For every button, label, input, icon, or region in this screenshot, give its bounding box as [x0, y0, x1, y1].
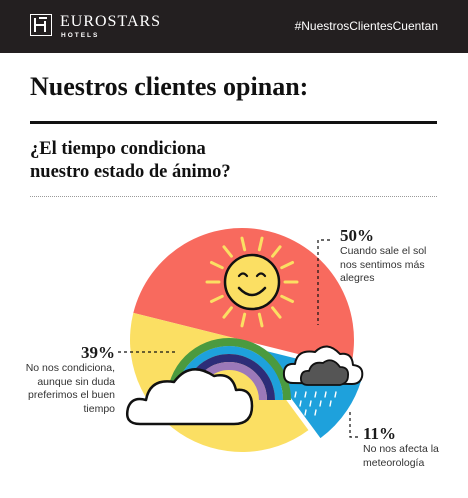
slice-label-50: 50% Cuando sale el sol nos sentimos más … — [340, 227, 450, 286]
question-line-2: nuestro estado de ánimo? — [30, 162, 231, 182]
page-title: Nuestros clientes opinan: — [30, 72, 309, 101]
question-divider — [30, 196, 437, 197]
leader-line-11 — [349, 412, 358, 438]
slice-label-11: 11% No nos afecta la meteorología — [363, 425, 453, 470]
eurostars-logo-icon — [30, 14, 52, 36]
title-divider — [30, 121, 437, 124]
slice-percent-39: 39% — [81, 343, 115, 362]
slice-text-50-line-2: nos sentimos más — [340, 258, 425, 271]
slice-text-50-line-3: alegres — [340, 272, 375, 284]
sun-icon — [205, 236, 299, 328]
slice-text-39-line-1: No nos condiciona, — [25, 362, 115, 374]
slice-text-50-line-1: Cuando sale el sol — [340, 245, 427, 257]
question-title: ¿El tiempo condiciona nuestro estado de … — [30, 138, 330, 184]
slice-text-39-line-2: aunque sin duda — [37, 375, 115, 388]
brand-name: EUROSTARS — [60, 13, 162, 30]
rain-cloud-icon — [282, 345, 364, 416]
slice-percent-11: 11% — [363, 424, 397, 443]
slice-text-39-line-3: preferimos el buen — [28, 389, 115, 401]
hashtag: #NuestrosClientesCuentan — [294, 19, 438, 33]
header-bar: EUROSTARS HOTELS #NuestrosClientesCuenta… — [0, 0, 468, 53]
slice-text-11-line-1: No nos afecta la — [363, 443, 439, 455]
leader-lines — [118, 239, 358, 438]
slice-text-11-line-2: meteorología — [363, 456, 425, 469]
slice-label-39: 39% No nos condiciona, aunque sin duda p… — [20, 344, 115, 416]
slice-text-39-line-4: tiempo — [83, 402, 115, 415]
leader-line-50 — [317, 239, 330, 325]
brand-subtitle: HOTELS — [61, 32, 100, 39]
slice-percent-50: 50% — [340, 226, 374, 245]
cloud-icon — [126, 368, 254, 426]
question-line-1: ¿El tiempo condiciona — [30, 139, 206, 159]
